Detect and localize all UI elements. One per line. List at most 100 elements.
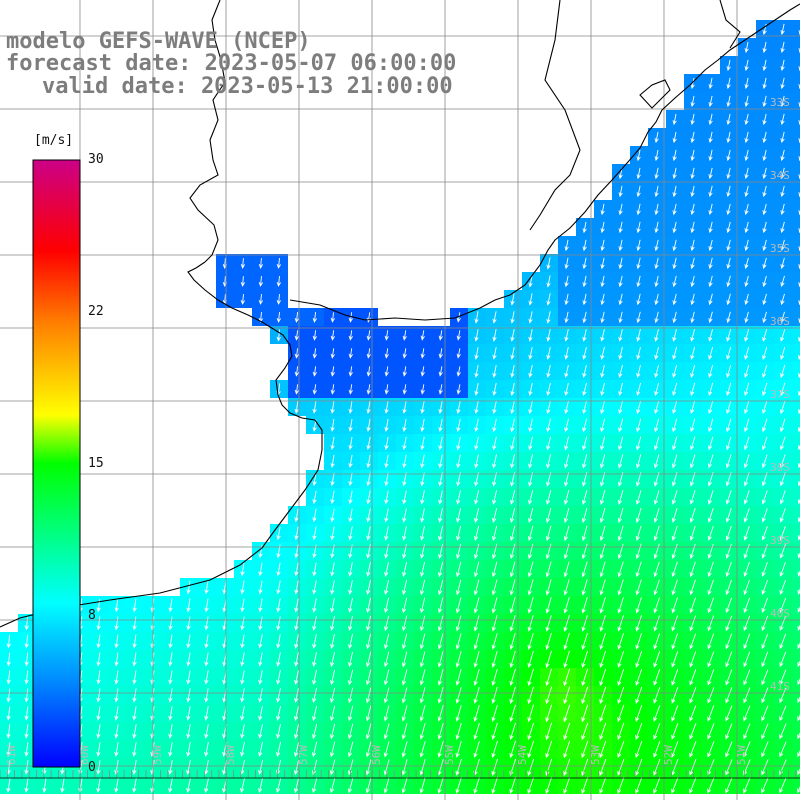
wind-arrow (473, 579, 480, 596)
wind-arrow (743, 561, 750, 577)
wind-arrow (671, 561, 678, 578)
wind-arrow (744, 113, 749, 126)
wind-arrow (509, 579, 516, 596)
wind-arrow (779, 472, 786, 487)
wind-cell (792, 236, 800, 254)
model-title: modelo GEFS-WAVE (NCEP) (6, 29, 311, 54)
wind-arrow (329, 705, 336, 722)
wind-arrow (330, 490, 335, 505)
wind-arrow (294, 652, 299, 667)
wind-arrow (419, 633, 426, 650)
wind-arrow (419, 741, 426, 758)
wind-arrow (365, 705, 372, 722)
wind-arrow (743, 508, 750, 523)
wind-arrow (366, 330, 371, 341)
wind-cell (792, 758, 800, 776)
wind-arrow (347, 777, 354, 794)
wind-arrow (294, 598, 299, 613)
wind-arrow (491, 758, 498, 776)
wind-arrow (743, 687, 751, 704)
colorbar-tick-30: 30 (88, 152, 104, 167)
wind-arrow (780, 77, 785, 90)
wind-arrow (618, 454, 624, 469)
wind-arrow (779, 490, 786, 505)
longitude-label: 60W (78, 745, 91, 765)
wind-arrow (546, 454, 552, 469)
wind-arrow (563, 686, 571, 705)
wind-arrow (617, 650, 625, 668)
wind-arrow (456, 508, 462, 523)
wind-arrow (437, 651, 444, 668)
wind-arrow (672, 382, 678, 396)
wind-arrow (600, 311, 605, 324)
wind-arrow (797, 534, 800, 541)
wind-arrow (204, 652, 209, 667)
wind-arrow (617, 776, 625, 794)
wind-arrow (492, 365, 497, 378)
wind-arrow (258, 670, 263, 685)
wind-arrow (168, 724, 173, 739)
wind-arrow (402, 544, 407, 559)
wind-cell (792, 596, 800, 614)
wind-arrow (744, 382, 750, 397)
wind-arrow (240, 598, 245, 613)
wind-arrow (383, 777, 390, 794)
wind-arrow (582, 472, 588, 487)
wind-arrow (473, 722, 480, 740)
wind-arrow (347, 723, 354, 740)
wind-arrow (780, 185, 785, 198)
wind-arrow (510, 418, 515, 433)
wind-arrow (671, 454, 678, 469)
wind-arrow (672, 293, 677, 306)
wind-arrow (653, 507, 660, 523)
wind-arrow (438, 400, 443, 415)
wind-arrow (600, 293, 605, 306)
wind-arrow (240, 276, 245, 287)
wind-arrow (743, 543, 750, 559)
wind-arrow (780, 221, 785, 234)
wind-arrow (366, 615, 372, 632)
wind-arrow (708, 203, 713, 216)
wind-arrow (347, 705, 354, 722)
wind-arrow (60, 778, 65, 793)
wind-arrow (617, 740, 625, 758)
wind-cell (792, 164, 800, 182)
wind-arrow (366, 348, 371, 359)
wind-arrow (114, 760, 119, 775)
wind-arrow (744, 275, 749, 288)
wind-arrow (276, 741, 282, 758)
wind-arrow (330, 669, 336, 686)
wind-arrow (762, 41, 767, 54)
wind-arrow (509, 722, 516, 741)
wind-arrow (509, 668, 516, 686)
wind-arrow (384, 490, 389, 505)
wind-arrow (366, 508, 371, 523)
wind-arrow (564, 454, 570, 469)
wind-arrow (546, 418, 551, 433)
wind-arrow (455, 615, 462, 632)
wind-arrow (509, 650, 516, 668)
wind-arrow (419, 579, 426, 596)
wind-arrow (797, 642, 800, 650)
wind-arrow (564, 382, 569, 397)
wind-arrow (330, 454, 335, 469)
wind-arrow (329, 741, 336, 758)
wind-arrow (168, 777, 173, 794)
wind-arrow (780, 311, 785, 324)
latitude-label: 39S (770, 534, 790, 547)
wind-arrow (707, 454, 714, 469)
wind-arrow (725, 651, 733, 668)
wind-arrow (438, 418, 443, 433)
wind-arrow (725, 454, 732, 469)
wind-arrow (365, 723, 372, 740)
wind-arrow (383, 723, 390, 740)
wind-arrow (6, 634, 11, 649)
wind-arrow (528, 436, 533, 451)
wind-arrow (708, 364, 714, 378)
wind-arrow (581, 579, 588, 596)
wind-arrow (617, 525, 624, 542)
wind-arrow (671, 777, 679, 794)
wind-arrow (546, 436, 552, 451)
wind-arrow (654, 185, 659, 198)
wind-arrow (258, 777, 264, 794)
